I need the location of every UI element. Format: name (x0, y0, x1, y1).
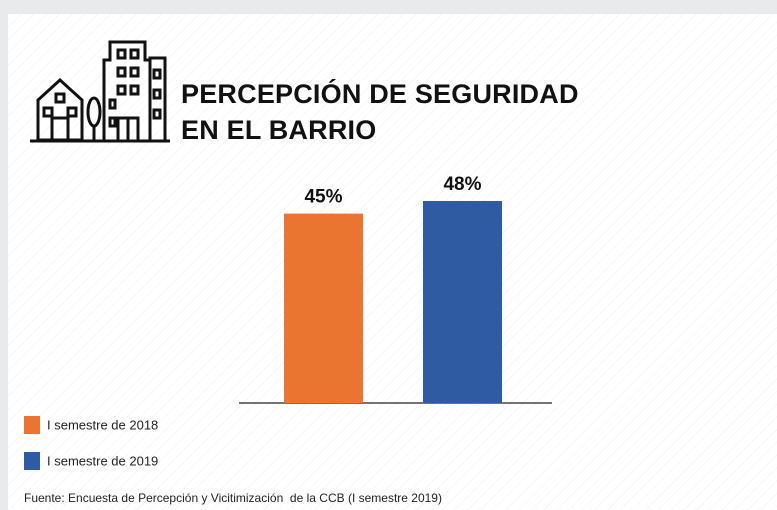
source-note: Fuente: Encuesta de Percepción y Vicitim… (24, 491, 442, 505)
bar (423, 201, 502, 403)
background (8, 14, 777, 510)
legend-swatch (24, 416, 40, 434)
chart-title: PERCEPCIÓN DE SEGURIDAD EN EL BARRIO (181, 79, 579, 145)
legend-label: I semestre de 2018 (47, 417, 158, 432)
buildings-icon (30, 40, 170, 143)
legend-label: I semestre de 2019 (47, 453, 158, 468)
value-label: 48% (443, 174, 481, 195)
value-label: 45% (304, 187, 342, 208)
legend-swatch (24, 452, 40, 470)
bar (284, 213, 363, 403)
